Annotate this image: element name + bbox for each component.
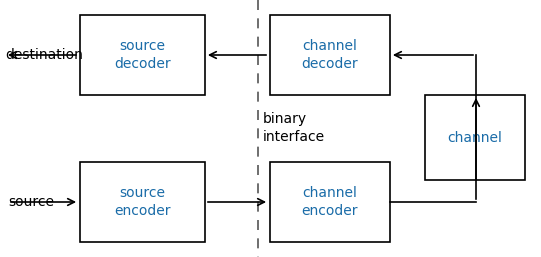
Bar — [270, 162, 390, 242]
Text: binary
interface: binary interface — [263, 112, 325, 144]
Text: channel: channel — [447, 131, 503, 144]
Bar — [270, 15, 390, 95]
Text: source: source — [8, 195, 54, 209]
Text: source
decoder: source decoder — [114, 39, 171, 71]
Bar — [80, 162, 205, 242]
Text: channel
encoder: channel encoder — [302, 186, 358, 218]
Text: source
encoder: source encoder — [114, 186, 171, 218]
Text: channel
decoder: channel decoder — [302, 39, 358, 71]
Bar — [425, 95, 525, 180]
Bar — [80, 15, 205, 95]
Text: destination: destination — [5, 48, 83, 62]
